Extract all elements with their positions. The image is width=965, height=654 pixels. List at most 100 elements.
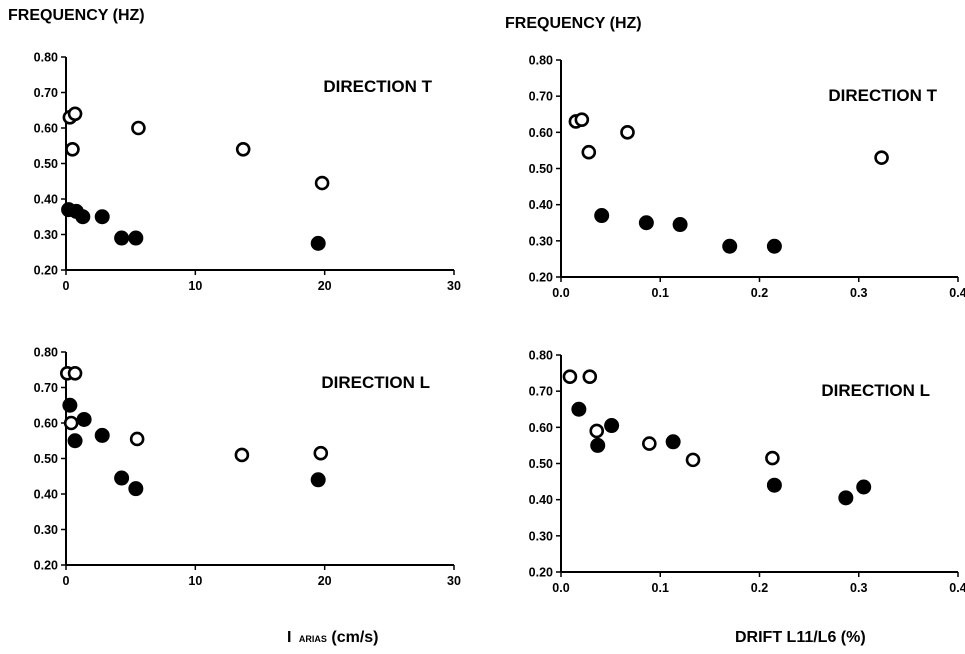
x-tick-label: 0 [63,279,70,293]
x-tick-label: 20 [318,574,332,588]
y-tick-label: 0.50 [529,162,553,176]
chart-panel-top-right: FREQUENCY (HZ) DIRECTION T 0.20 0.30 0.40 0… [505,15,965,300]
y-tick-label: 0.20 [529,566,553,580]
x-tick-label: 0.3 [850,286,867,300]
chart-panel-top-left: FREQUENCY (HZ) DIRECTION T 0.20 0.30 0.40 0… [8,7,461,293]
y-tick-label: 0.30 [529,529,553,543]
x-tick-label: 20 [318,279,332,293]
open-marker-point [562,369,578,385]
open-marker-point [235,142,251,157]
filled-marker-point [62,397,78,413]
x-axis-title-subscript: ARIAS [299,634,327,644]
filled-marker-point [310,472,326,488]
filled-marker-point [856,479,872,495]
filled-marker-point [94,427,110,443]
x-tick-label: 0.4 [949,286,965,300]
filled-marker-point [665,434,681,450]
x-tick-label: 0.1 [652,286,669,300]
y-tick-label: 0.40 [529,493,553,507]
open-marker-point [589,423,605,439]
x-tick-label: 0.2 [751,286,768,300]
y-tick-label: 0.70 [34,86,58,100]
y-tick-label: 0.60 [34,122,58,136]
x-axis-title-units: (cm/s) [331,629,378,646]
y-tick-label: 0.50 [529,457,553,471]
open-marker-point [129,431,145,447]
filled-marker-point [76,411,92,427]
y-axis-title-right: FREQUENCY (HZ) [505,15,642,32]
x-axis-title-main: I [287,629,291,646]
x-tick-label: 0.2 [751,581,768,595]
x-tick-label: 0.3 [850,581,867,595]
y-tick-label: 0.50 [34,157,58,171]
direction-label-bottom-right: DIRECTION L [821,381,930,400]
y-tick-label: 0.30 [34,523,58,537]
y-tick-label: 0.30 [529,234,553,248]
filled-marker-point [114,230,130,246]
y-tick-label: 0.20 [34,559,58,573]
x-tick-label: 0 [63,574,70,588]
open-marker-point [63,415,79,431]
filled-marker-point [114,470,130,486]
x-tick-label: 10 [188,574,202,588]
y-tick-label: 0.80 [529,349,553,363]
y-axis-title-left: FREQUENCY (HZ) [8,7,145,24]
open-marker-point [581,144,597,160]
open-marker-point [67,365,83,381]
y-tick-label: 0.80 [34,51,58,65]
direction-label-top-right: DIRECTION T [828,86,937,105]
chart-panel-bottom-right: DIRECTION L DRIFT L11/L6 (%) 0.20 0.30 0.4… [529,349,965,647]
filled-marker-point [94,209,110,225]
open-marker-point [314,175,330,191]
open-marker-point [313,445,329,461]
filled-marker-point [638,215,654,231]
x-tick-label: 30 [447,574,461,588]
open-marker-point [765,450,780,466]
filled-marker-point [128,230,144,246]
filled-marker-point [594,208,610,224]
x-tick-label: 0.0 [552,581,569,595]
y-tick-label: 0.70 [529,385,553,399]
y-tick-label: 0.20 [529,271,553,285]
open-marker-point [234,447,250,463]
y-tick-label: 0.80 [529,54,553,68]
y-tick-label: 0.40 [529,198,553,212]
filled-marker-point [766,238,782,254]
filled-marker-point [672,217,688,233]
x-axis-title-drift: DRIFT L11/L6 (%) [735,629,866,646]
filled-marker-point [310,235,326,251]
filled-marker-point [128,481,144,497]
open-marker-point [620,125,635,140]
y-tick-label: 0.20 [34,264,58,278]
open-marker-point [642,436,657,451]
y-tick-label: 0.50 [34,452,58,466]
filled-marker-point [838,490,854,506]
open-marker-point [874,150,889,165]
y-tick-label: 0.70 [529,90,553,104]
filled-marker-point [766,477,782,493]
filled-marker-point [571,401,587,417]
open-marker-point [67,106,83,122]
x-tick-label: 30 [447,279,461,293]
filled-marker-point [722,238,738,254]
x-tick-label: 0.4 [949,581,965,595]
open-marker-point [685,452,701,468]
x-axis-title-arias: I ARIAS (cm/s) [287,629,379,646]
x-tick-label: 10 [188,279,202,293]
x-tick-label: 0.0 [552,286,569,300]
y-tick-label: 0.70 [34,381,58,395]
filled-marker-point [590,437,606,453]
open-marker-point [65,142,80,157]
filled-marker-point [75,209,91,225]
open-marker-point [574,112,590,127]
direction-label-bottom-left: DIRECTION L [321,373,430,392]
y-tick-label: 0.60 [529,126,553,140]
y-tick-label: 0.40 [34,488,58,502]
y-tick-label: 0.60 [529,421,553,435]
chart-panel-bottom-left: DIRECTION L I ARIAS (cm/s) 0.20 0.30 0.40 0… [34,346,461,647]
y-tick-label: 0.40 [34,193,58,207]
y-tick-label: 0.60 [34,417,58,431]
open-marker-point [131,120,146,136]
